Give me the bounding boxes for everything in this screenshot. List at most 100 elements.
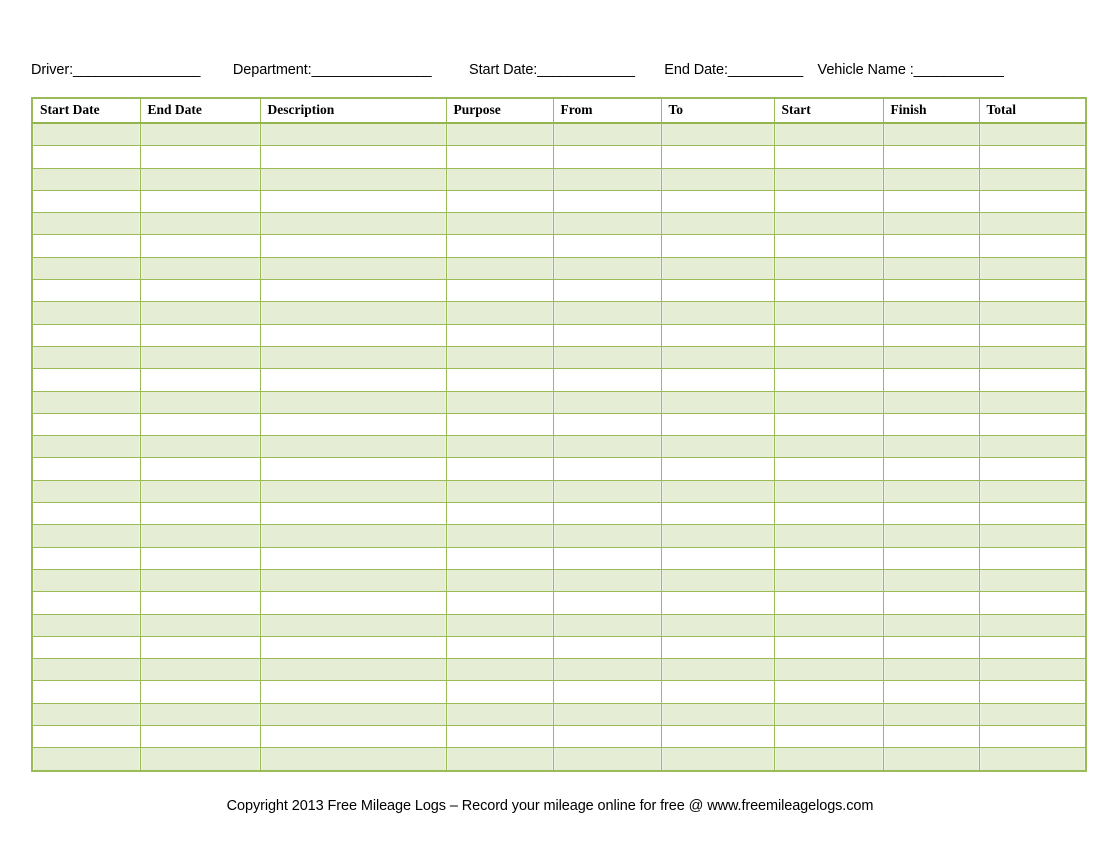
- entry-cell[interactable]: [773, 256, 884, 281]
- entry-cell[interactable]: [978, 680, 1087, 704]
- entry-cell[interactable]: [445, 457, 554, 481]
- entry-cell[interactable]: [445, 234, 554, 258]
- entry-cell[interactable]: [773, 568, 884, 593]
- entry-cell[interactable]: [552, 524, 662, 548]
- entry-cell[interactable]: [259, 479, 447, 504]
- entry-cell[interactable]: [445, 145, 554, 169]
- entry-cell[interactable]: [139, 122, 261, 147]
- entry-cell[interactable]: [139, 189, 261, 214]
- entry-cell[interactable]: [660, 145, 775, 169]
- entry-cell[interactable]: [552, 323, 662, 347]
- entry-cell[interactable]: [552, 725, 662, 749]
- vehicle-name-field[interactable]: Vehicle Name :____________: [818, 62, 1004, 78]
- entry-cell[interactable]: [660, 234, 775, 258]
- entry-cell[interactable]: [31, 502, 141, 526]
- entry-cell[interactable]: [445, 122, 554, 147]
- entry-cell[interactable]: [552, 435, 662, 459]
- entry-cell[interactable]: [259, 234, 447, 258]
- start-date-field[interactable]: Start Date:_____________: [469, 62, 635, 78]
- entry-cell[interactable]: [31, 256, 141, 281]
- entry-cell[interactable]: [445, 613, 554, 637]
- entry-cell[interactable]: [445, 189, 554, 214]
- entry-cell[interactable]: [259, 256, 447, 281]
- entry-cell[interactable]: [31, 368, 141, 392]
- entry-cell[interactable]: [660, 122, 775, 147]
- entry-cell[interactable]: [139, 301, 261, 325]
- entry-cell[interactable]: [773, 546, 884, 570]
- entry-cell[interactable]: [31, 725, 141, 749]
- entry-cell[interactable]: [773, 457, 884, 481]
- entry-cell[interactable]: [31, 122, 141, 147]
- entry-cell[interactable]: [660, 189, 775, 214]
- entry-cell[interactable]: [882, 368, 980, 392]
- entry-cell[interactable]: [552, 167, 662, 191]
- entry-cell[interactable]: [139, 345, 261, 370]
- entry-cell[interactable]: [882, 301, 980, 325]
- entry-cell[interactable]: [445, 680, 554, 704]
- entry-cell[interactable]: [31, 212, 141, 236]
- entry-cell[interactable]: [139, 568, 261, 593]
- entry-cell[interactable]: [978, 613, 1087, 637]
- entry-cell[interactable]: [31, 479, 141, 504]
- entry-cell[interactable]: [882, 635, 980, 660]
- entry-cell[interactable]: [139, 546, 261, 570]
- entry-cell[interactable]: [139, 279, 261, 303]
- entry-cell[interactable]: [552, 479, 662, 504]
- entry-cell[interactable]: [660, 502, 775, 526]
- entry-cell[interactable]: [978, 502, 1087, 526]
- entry-cell[interactable]: [978, 524, 1087, 548]
- entry-cell[interactable]: [139, 212, 261, 236]
- entry-cell[interactable]: [978, 457, 1087, 481]
- entry-cell[interactable]: [882, 323, 980, 347]
- entry-cell[interactable]: [773, 502, 884, 526]
- entry-cell[interactable]: [660, 368, 775, 392]
- entry-cell[interactable]: [882, 145, 980, 169]
- entry-cell[interactable]: [139, 145, 261, 169]
- entry-cell[interactable]: [660, 256, 775, 281]
- entry-cell[interactable]: [882, 524, 980, 548]
- entry-cell[interactable]: [660, 680, 775, 704]
- entry-cell[interactable]: [882, 435, 980, 459]
- entry-cell[interactable]: [31, 189, 141, 214]
- entry-cell[interactable]: [773, 279, 884, 303]
- entry-cell[interactable]: [660, 479, 775, 504]
- entry-cell[interactable]: [773, 122, 884, 147]
- entry-cell[interactable]: [978, 234, 1087, 258]
- entry-cell[interactable]: [31, 747, 141, 772]
- entry-cell[interactable]: [773, 145, 884, 169]
- entry-cell[interactable]: [31, 279, 141, 303]
- entry-cell[interactable]: [259, 412, 447, 437]
- entry-cell[interactable]: [773, 412, 884, 437]
- entry-cell[interactable]: [882, 591, 980, 615]
- entry-cell[interactable]: [445, 167, 554, 191]
- entry-cell[interactable]: [773, 167, 884, 191]
- entry-cell[interactable]: [31, 546, 141, 570]
- entry-cell[interactable]: [660, 279, 775, 303]
- entry-cell[interactable]: [31, 301, 141, 325]
- entry-cell[interactable]: [978, 702, 1087, 727]
- entry-cell[interactable]: [259, 212, 447, 236]
- entry-cell[interactable]: [882, 546, 980, 570]
- entry-cell[interactable]: [882, 502, 980, 526]
- entry-cell[interactable]: [978, 658, 1087, 682]
- entry-cell[interactable]: [882, 680, 980, 704]
- entry-cell[interactable]: [552, 345, 662, 370]
- entry-cell[interactable]: [978, 435, 1087, 459]
- entry-cell[interactable]: [978, 189, 1087, 214]
- entry-cell[interactable]: [660, 301, 775, 325]
- entry-cell[interactable]: [660, 345, 775, 370]
- entry-cell[interactable]: [660, 613, 775, 637]
- entry-cell[interactable]: [978, 747, 1087, 772]
- entry-cell[interactable]: [445, 412, 554, 437]
- entry-cell[interactable]: [882, 390, 980, 414]
- entry-cell[interactable]: [978, 345, 1087, 370]
- entry-cell[interactable]: [978, 635, 1087, 660]
- entry-cell[interactable]: [978, 301, 1087, 325]
- entry-cell[interactable]: [552, 613, 662, 637]
- entry-cell[interactable]: [139, 591, 261, 615]
- entry-cell[interactable]: [660, 546, 775, 570]
- entry-cell[interactable]: [773, 435, 884, 459]
- entry-cell[interactable]: [259, 591, 447, 615]
- entry-cell[interactable]: [259, 390, 447, 414]
- entry-cell[interactable]: [445, 591, 554, 615]
